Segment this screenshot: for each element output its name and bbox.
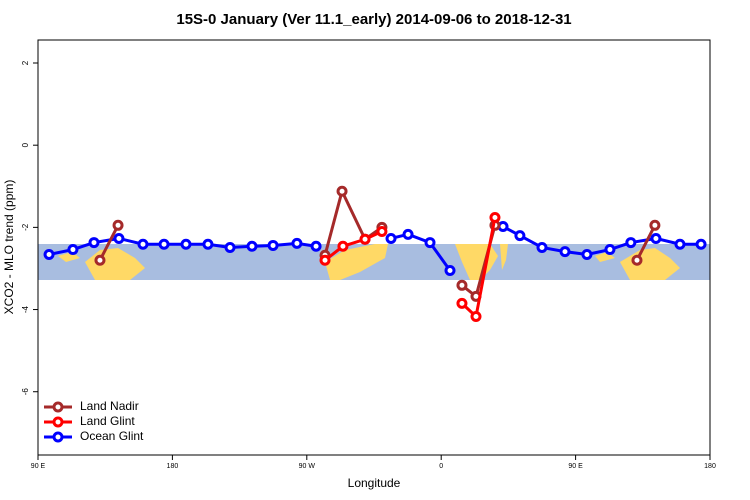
point — [267, 239, 279, 251]
point — [94, 254, 106, 266]
chart-title: 15S-0 January (Ver 11.1_early) 2014-09-0… — [176, 11, 571, 28]
point — [674, 238, 686, 250]
x-tick-label: 90 E — [568, 463, 583, 470]
point — [695, 238, 707, 250]
point — [489, 212, 501, 224]
point — [336, 185, 348, 197]
point — [112, 219, 124, 231]
point — [649, 219, 661, 231]
point — [202, 238, 214, 250]
point — [376, 225, 388, 237]
point — [559, 246, 571, 258]
point — [291, 237, 303, 249]
y-tick-label: -2 — [21, 223, 30, 231]
series-line — [98, 186, 657, 299]
point — [319, 254, 331, 266]
point — [514, 230, 526, 242]
legend-label: Ocean Glint — [80, 429, 144, 443]
legend-label: Land Glint — [80, 414, 135, 428]
x-tick-label: 90 E — [31, 463, 46, 470]
point — [536, 242, 548, 253]
point — [359, 233, 371, 245]
point — [246, 240, 258, 252]
point — [402, 228, 414, 240]
point — [43, 248, 55, 260]
x-tick-label: 0 — [439, 463, 443, 470]
point — [224, 242, 236, 253]
point — [424, 237, 436, 249]
plot-frame — [37, 39, 711, 456]
point — [310, 240, 322, 252]
y-tick-label: -6 — [21, 388, 30, 396]
point — [67, 244, 79, 256]
point — [137, 238, 149, 250]
y-tick-label: 0 — [21, 142, 30, 147]
x-tick-label: 180 — [704, 463, 716, 470]
legend-marker — [52, 431, 64, 443]
point — [604, 244, 616, 256]
map-background — [38, 244, 710, 280]
point — [88, 237, 100, 249]
point — [631, 254, 643, 266]
point — [456, 279, 468, 291]
y-axis-label: XCO2 - MLO trend (ppm) — [2, 180, 16, 315]
x-tick-label: 90 W — [299, 463, 316, 470]
x-tick-label: 180 — [167, 463, 179, 470]
point — [456, 297, 468, 309]
y-tick-label: -4 — [21, 305, 30, 313]
point — [385, 232, 397, 244]
point — [581, 248, 593, 260]
legend-label: Land Nadir — [80, 399, 139, 413]
x-axis-label: Longitude — [348, 476, 401, 490]
point — [470, 311, 482, 323]
point — [180, 238, 192, 250]
point — [158, 238, 170, 250]
point — [113, 232, 125, 244]
point — [625, 237, 637, 249]
legend-marker — [52, 416, 64, 428]
legend-marker — [52, 401, 64, 413]
point — [337, 240, 349, 252]
y-tick-label: 2 — [21, 60, 30, 65]
point — [650, 232, 662, 244]
point — [444, 265, 456, 277]
